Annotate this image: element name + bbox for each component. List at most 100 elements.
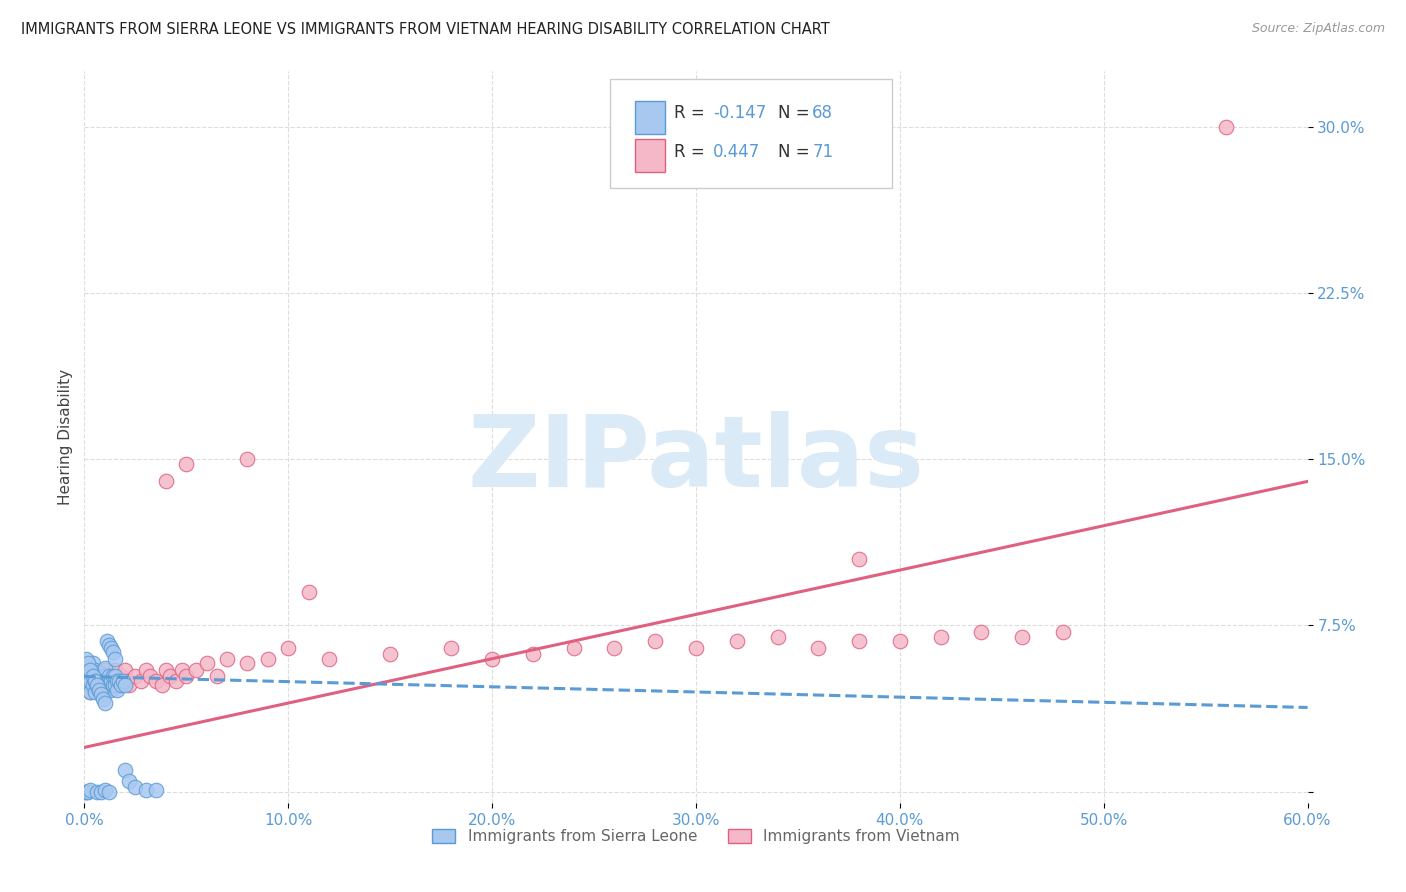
Point xyxy=(644,634,666,648)
Point xyxy=(114,663,136,677)
Point xyxy=(77,669,100,683)
Point xyxy=(562,640,585,655)
Point xyxy=(83,673,105,688)
Point xyxy=(481,651,503,665)
Point xyxy=(205,669,228,683)
Point xyxy=(155,475,177,489)
Legend: Immigrants from Sierra Leone, Immigrants from Vietnam: Immigrants from Sierra Leone, Immigrants… xyxy=(426,822,966,850)
Point xyxy=(277,640,299,655)
Point xyxy=(86,673,108,688)
Point xyxy=(104,651,127,665)
Point xyxy=(97,678,120,692)
Point xyxy=(135,782,157,797)
Point xyxy=(90,682,112,697)
Point xyxy=(75,785,97,799)
Point xyxy=(79,673,101,688)
Point xyxy=(93,678,115,692)
Point xyxy=(90,669,112,683)
Point xyxy=(186,663,208,677)
Point xyxy=(83,663,105,677)
Point xyxy=(87,682,110,697)
Point xyxy=(97,678,120,692)
Point xyxy=(929,630,952,644)
Point xyxy=(87,665,110,679)
Point xyxy=(97,639,120,653)
Point xyxy=(86,785,108,799)
Point xyxy=(91,673,114,688)
Text: ZIPatlas: ZIPatlas xyxy=(468,410,924,508)
Point xyxy=(83,673,105,688)
Point xyxy=(105,682,128,697)
Point xyxy=(104,678,127,692)
Point xyxy=(97,669,120,683)
Point xyxy=(112,673,135,688)
Text: 71: 71 xyxy=(813,143,834,161)
Point xyxy=(138,669,160,683)
Point xyxy=(150,678,173,692)
Point xyxy=(93,660,115,674)
Point xyxy=(93,678,115,692)
Point xyxy=(159,669,181,683)
Point xyxy=(131,673,153,688)
Point xyxy=(100,640,122,655)
Text: N =: N = xyxy=(778,104,815,122)
Y-axis label: Hearing Disability: Hearing Disability xyxy=(58,369,73,505)
Point xyxy=(114,678,136,692)
Point xyxy=(217,651,239,665)
Point xyxy=(75,785,97,799)
Point xyxy=(93,663,115,677)
Text: IMMIGRANTS FROM SIERRA LEONE VS IMMIGRANTS FROM VIETNAM HEARING DISABILITY CORRE: IMMIGRANTS FROM SIERRA LEONE VS IMMIGRAN… xyxy=(21,22,830,37)
Point xyxy=(82,669,104,683)
Point xyxy=(380,648,402,662)
Point xyxy=(440,640,463,655)
Text: 68: 68 xyxy=(813,104,834,122)
Point xyxy=(79,663,101,677)
Point xyxy=(124,669,146,683)
Point xyxy=(87,673,110,688)
Point xyxy=(96,673,118,688)
Point xyxy=(725,634,748,648)
Point xyxy=(90,678,112,692)
Point xyxy=(83,685,105,699)
Point xyxy=(77,785,100,799)
Text: 0.447: 0.447 xyxy=(713,143,761,161)
Point xyxy=(108,673,131,688)
Point xyxy=(96,682,118,697)
Point xyxy=(236,452,259,467)
FancyBboxPatch shape xyxy=(636,139,665,172)
Point xyxy=(90,785,112,799)
Point xyxy=(104,678,127,692)
Point xyxy=(236,656,259,670)
Point xyxy=(75,673,97,688)
Point xyxy=(79,782,101,797)
Point xyxy=(1011,630,1033,644)
Point xyxy=(108,678,131,692)
Point xyxy=(90,687,112,701)
Point xyxy=(79,685,101,699)
Point xyxy=(807,640,830,655)
FancyBboxPatch shape xyxy=(610,78,891,188)
Point xyxy=(114,763,136,777)
Point xyxy=(101,645,124,659)
Point xyxy=(86,682,108,697)
Point xyxy=(79,663,101,677)
Point xyxy=(77,678,100,692)
Point xyxy=(1052,625,1074,640)
Text: Source: ZipAtlas.com: Source: ZipAtlas.com xyxy=(1251,22,1385,36)
Point xyxy=(118,773,141,788)
Point xyxy=(87,678,110,692)
Point xyxy=(766,630,789,644)
Point xyxy=(101,678,124,692)
Point xyxy=(87,682,110,697)
Point xyxy=(104,669,127,683)
Point xyxy=(86,678,108,692)
Text: R =: R = xyxy=(673,104,710,122)
Point xyxy=(77,656,100,670)
Point xyxy=(91,673,114,688)
Point xyxy=(101,673,124,688)
Point xyxy=(522,648,544,662)
Point xyxy=(75,673,97,688)
Point xyxy=(79,669,101,683)
Point xyxy=(174,669,197,683)
Point xyxy=(318,651,340,665)
